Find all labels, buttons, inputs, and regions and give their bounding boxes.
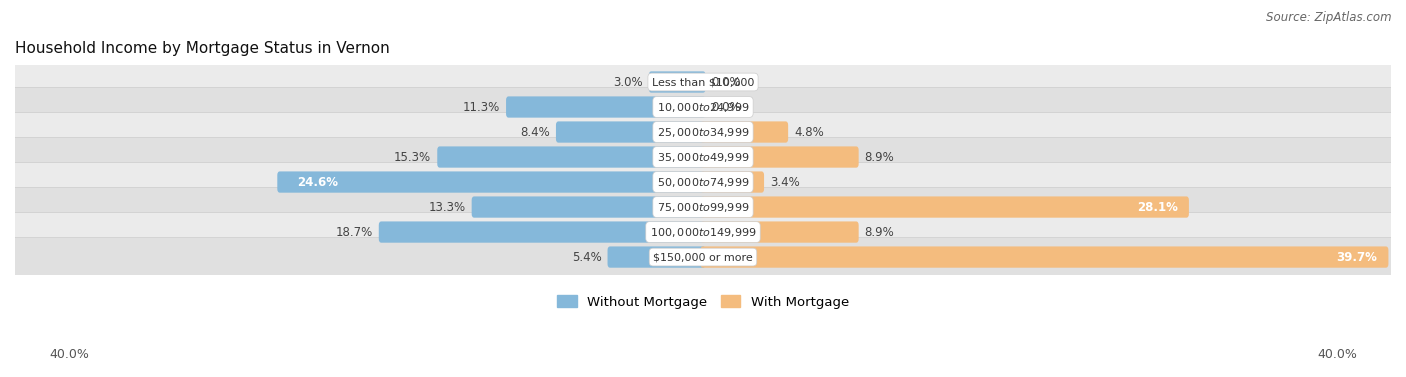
Text: 11.3%: 11.3% xyxy=(463,101,501,113)
FancyBboxPatch shape xyxy=(700,121,789,143)
Text: $10,000 to $24,999: $10,000 to $24,999 xyxy=(657,101,749,113)
Text: 0.0%: 0.0% xyxy=(711,75,741,89)
Text: $50,000 to $74,999: $50,000 to $74,999 xyxy=(657,176,749,188)
FancyBboxPatch shape xyxy=(10,112,1396,152)
Text: 3.0%: 3.0% xyxy=(613,75,643,89)
FancyBboxPatch shape xyxy=(10,87,1396,127)
Text: Household Income by Mortgage Status in Vernon: Household Income by Mortgage Status in V… xyxy=(15,41,389,57)
Text: 5.4%: 5.4% xyxy=(572,251,602,264)
Text: 15.3%: 15.3% xyxy=(394,150,432,164)
Text: 40.0%: 40.0% xyxy=(49,348,89,361)
Text: 40.0%: 40.0% xyxy=(1317,348,1357,361)
FancyBboxPatch shape xyxy=(700,247,1388,268)
Text: 24.6%: 24.6% xyxy=(297,176,337,188)
Legend: Without Mortgage, With Mortgage: Without Mortgage, With Mortgage xyxy=(551,290,855,314)
Text: 8.4%: 8.4% xyxy=(520,126,550,138)
FancyBboxPatch shape xyxy=(700,196,1189,218)
Text: 8.9%: 8.9% xyxy=(865,225,894,239)
Text: Less than $10,000: Less than $10,000 xyxy=(652,77,754,87)
Text: 28.1%: 28.1% xyxy=(1137,201,1178,213)
FancyBboxPatch shape xyxy=(700,221,859,243)
Text: 39.7%: 39.7% xyxy=(1336,251,1378,264)
Text: $100,000 to $149,999: $100,000 to $149,999 xyxy=(650,225,756,239)
FancyBboxPatch shape xyxy=(506,97,706,118)
Text: 13.3%: 13.3% xyxy=(429,201,465,213)
Text: 3.4%: 3.4% xyxy=(770,176,800,188)
FancyBboxPatch shape xyxy=(700,172,763,193)
FancyBboxPatch shape xyxy=(700,146,859,168)
FancyBboxPatch shape xyxy=(10,162,1396,202)
FancyBboxPatch shape xyxy=(555,121,706,143)
FancyBboxPatch shape xyxy=(378,221,706,243)
FancyBboxPatch shape xyxy=(648,71,706,93)
FancyBboxPatch shape xyxy=(437,146,706,168)
FancyBboxPatch shape xyxy=(471,196,706,218)
Text: 0.0%: 0.0% xyxy=(711,101,741,113)
FancyBboxPatch shape xyxy=(277,172,706,193)
FancyBboxPatch shape xyxy=(607,247,706,268)
Text: 4.8%: 4.8% xyxy=(794,126,824,138)
Text: $75,000 to $99,999: $75,000 to $99,999 xyxy=(657,201,749,213)
Text: Source: ZipAtlas.com: Source: ZipAtlas.com xyxy=(1267,11,1392,24)
FancyBboxPatch shape xyxy=(10,238,1396,277)
FancyBboxPatch shape xyxy=(10,187,1396,227)
FancyBboxPatch shape xyxy=(10,213,1396,251)
Text: $25,000 to $34,999: $25,000 to $34,999 xyxy=(657,126,749,138)
Text: $35,000 to $49,999: $35,000 to $49,999 xyxy=(657,150,749,164)
Text: 18.7%: 18.7% xyxy=(336,225,373,239)
FancyBboxPatch shape xyxy=(10,63,1396,101)
Text: 8.9%: 8.9% xyxy=(865,150,894,164)
FancyBboxPatch shape xyxy=(10,138,1396,176)
Text: $150,000 or more: $150,000 or more xyxy=(654,252,752,262)
